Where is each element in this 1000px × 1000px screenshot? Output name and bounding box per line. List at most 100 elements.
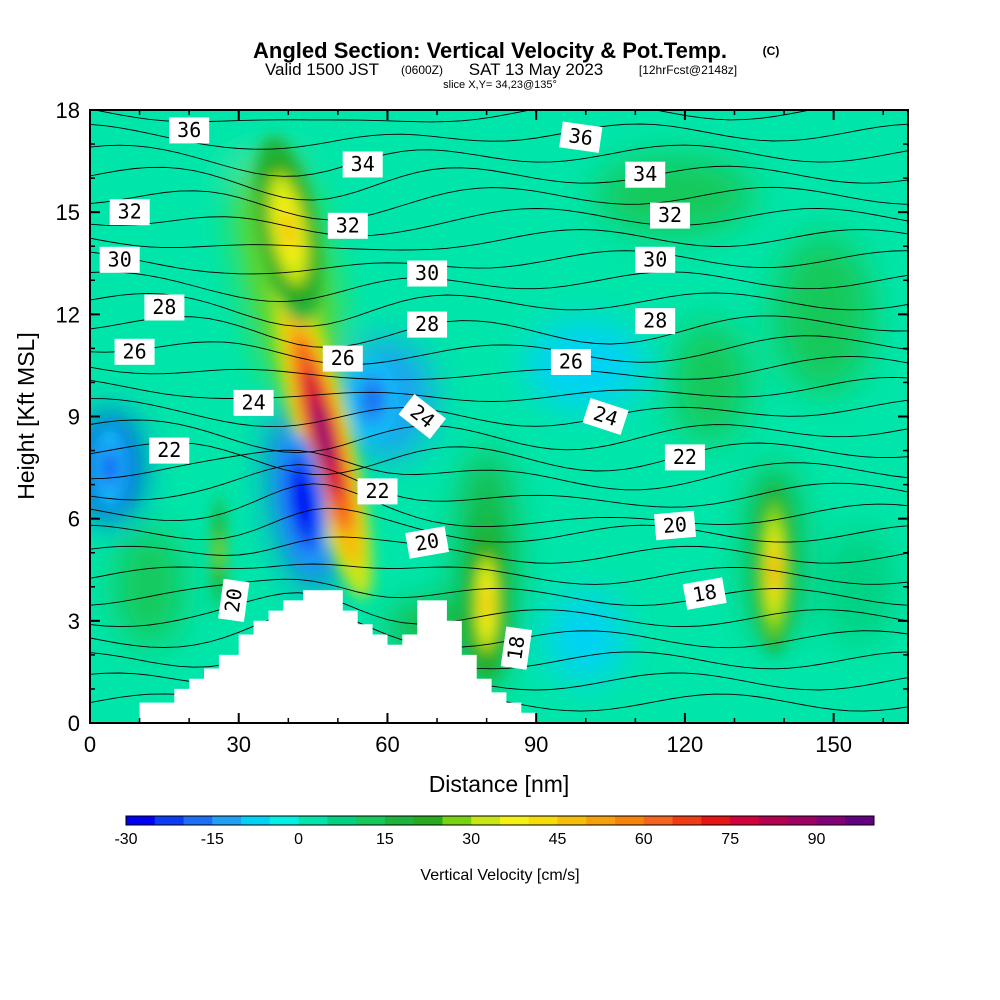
colorbar-swatch — [816, 816, 846, 825]
isentrope-label-text: 34 — [351, 152, 375, 176]
isentrope-line — [90, 292, 908, 327]
isentrope-label: 22 — [357, 478, 398, 505]
isentrope-label-text: 20 — [413, 528, 441, 556]
x-tick-label: 60 — [375, 732, 399, 757]
isentrope-label-box — [114, 338, 155, 365]
isentrope-line — [90, 442, 908, 475]
colorbar-swatch — [730, 816, 760, 825]
colorbar-tick-label: 0 — [294, 831, 303, 848]
isentrope-label-text: 20 — [662, 512, 688, 538]
colorbar-swatch — [241, 816, 271, 825]
shading-region — [114, 526, 185, 647]
isentrope-label: 32 — [109, 199, 150, 226]
x-tick-label: 150 — [815, 732, 852, 757]
colorbar-tick-label: 60 — [635, 831, 653, 848]
isentrope-line — [90, 207, 908, 237]
isentrope-label-box — [149, 437, 190, 464]
y-tick-label: 18 — [56, 98, 80, 123]
colorbar-swatch — [154, 816, 185, 825]
y-tick-label: 9 — [68, 405, 80, 430]
isentrope-label-box — [682, 577, 727, 610]
isentrope-label: 18 — [682, 577, 727, 610]
isentrope-label-box — [398, 393, 446, 440]
isentrope-label: 20 — [405, 526, 450, 559]
colorbar-swatch — [269, 816, 300, 825]
isentrope-label-box — [407, 311, 448, 338]
chart-title: Angled Section: Vertical Velocity & Pot.… — [253, 38, 727, 63]
colorbar-swatch — [356, 816, 386, 825]
y-tick-label: 6 — [68, 507, 80, 532]
isentrope-label: 30 — [635, 246, 676, 273]
isentrope-label: 24 — [582, 397, 629, 436]
shading-region — [818, 526, 899, 647]
subtitle-date: SAT 13 May 2023 — [469, 60, 604, 79]
isentrope-label-box — [635, 308, 676, 335]
x-tick-label: 0 — [84, 732, 96, 757]
colorbar-swatch — [701, 816, 731, 825]
isentrope-label-box — [407, 260, 448, 287]
isentrope-label-box — [405, 526, 450, 559]
colorbar-swatch — [212, 816, 242, 825]
isentrope-label-text: 28 — [415, 312, 439, 336]
colorbar-swatch — [327, 816, 357, 825]
isentrope-label-box — [233, 389, 274, 416]
colorbar-swatch — [672, 816, 702, 825]
isentrope-label-text: 34 — [633, 162, 657, 186]
isentrope-label: 26 — [550, 349, 591, 375]
isentrope-label-text: 28 — [643, 309, 667, 333]
isentrope-line — [90, 507, 908, 543]
isentrope-label-box — [500, 626, 533, 670]
velocity-core — [106, 459, 114, 476]
subtitle-valid-time: Valid 1500 JST — [265, 60, 379, 79]
colorbar-swatch — [787, 816, 817, 825]
isentrope-label-box — [342, 151, 383, 178]
isentrope-label-text: 22 — [157, 438, 181, 462]
isentrope-line — [90, 419, 908, 454]
isentrope-label-text: 30 — [643, 247, 667, 271]
isentrope-label-box — [109, 199, 150, 226]
isentrope-label-box — [550, 349, 591, 375]
y-tick-label: 3 — [68, 609, 80, 634]
isentrope-label-box — [327, 212, 368, 239]
isentrope-label-text: 30 — [108, 247, 132, 271]
isentrope-label: 30 — [407, 260, 448, 287]
isentrope-line — [90, 186, 908, 221]
isentrope-line — [90, 335, 908, 365]
isentrope-line — [90, 271, 908, 303]
isentrope-label: 26 — [322, 345, 363, 372]
isentrope-label-box — [99, 246, 140, 273]
y-axis-label: Height [Kft MSL] — [13, 332, 39, 499]
colorbar-swatch — [471, 816, 501, 825]
isentrope-line — [90, 449, 908, 491]
colorbar-tick-label: 30 — [462, 831, 480, 848]
isentrope-label-text: 36 — [177, 118, 201, 142]
colorbar-swatch — [586, 816, 616, 825]
velocity-core — [770, 552, 778, 587]
isentrope-label-box — [653, 510, 697, 541]
isentrope-label: 28 — [144, 294, 185, 321]
isentrope-label: 24 — [233, 389, 274, 416]
shading-region — [669, 322, 750, 443]
isentrope-line — [90, 315, 908, 348]
isentrope-label-text: 32 — [658, 203, 682, 227]
colorbar-swatch — [126, 816, 156, 825]
x-axis-label: Distance [nm] — [429, 771, 570, 797]
isentrope-line — [90, 483, 908, 528]
isentrope-label-box — [144, 294, 185, 321]
velocity-core — [298, 487, 308, 516]
isentrope-label: 28 — [407, 311, 448, 338]
subtitle-forecast: [12hrFcst@2148z] — [639, 63, 737, 77]
isentrope-label: 36 — [169, 117, 210, 144]
isentrope-label-text: 28 — [152, 295, 176, 319]
subtitle-utc-time: (0600Z) — [401, 63, 443, 77]
colorbar-swatch — [758, 816, 789, 825]
isentrope-line — [90, 536, 908, 564]
isentrope-label-box — [169, 117, 210, 144]
isentrope-label-box — [582, 397, 629, 436]
isentrope-label: 32 — [650, 202, 690, 229]
colorbar-tick-label: 90 — [808, 831, 826, 848]
isentrope-line — [90, 123, 908, 150]
colorbar-swatch — [384, 816, 415, 825]
colorbar-swatch — [500, 816, 530, 825]
colorbar-swatch — [442, 816, 472, 825]
